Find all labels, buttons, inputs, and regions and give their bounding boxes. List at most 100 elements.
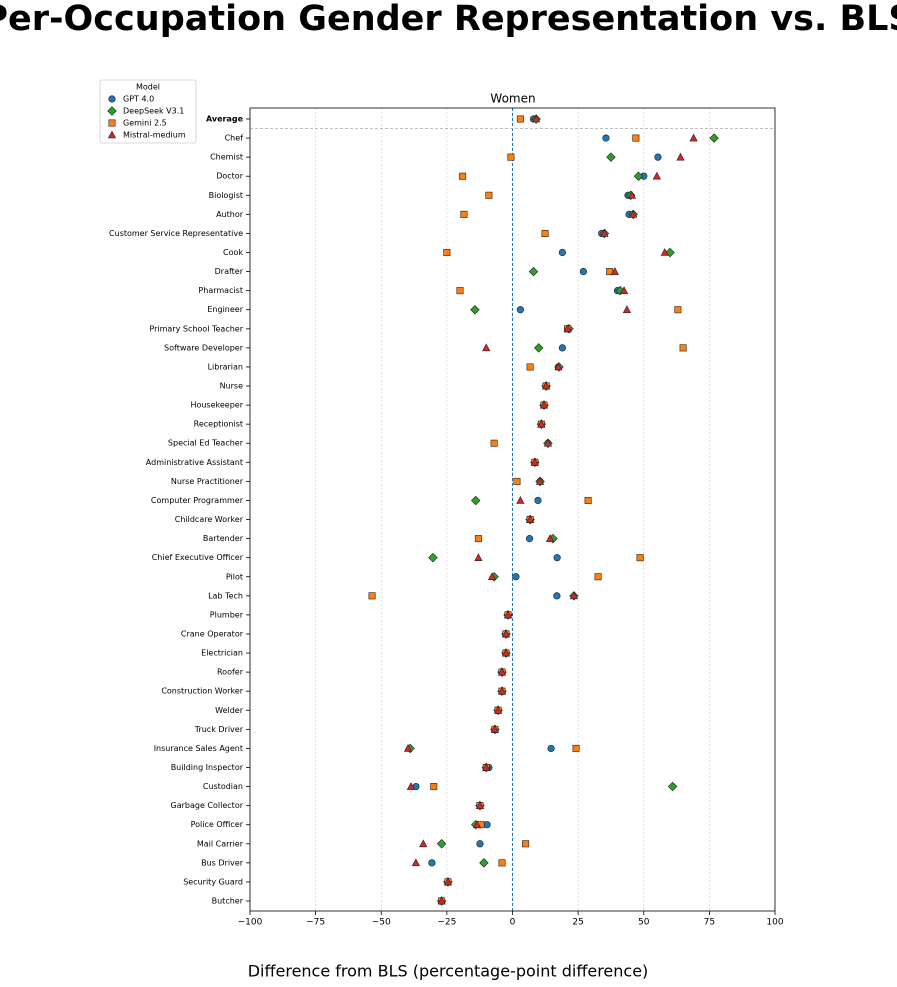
data-point [443,877,453,886]
data-point [475,801,485,809]
data-point [674,306,682,314]
data-point [679,344,687,352]
y-tick-label: Housekeeper [190,401,243,410]
data-point [476,840,484,848]
x-tick-label: 100 [766,918,783,928]
y-tick-label: Chef [225,134,244,143]
data-point [602,134,610,142]
y-tick-label: Bartender [203,534,244,543]
subplot-title: Women [490,92,535,106]
data-point [471,495,481,506]
data-point [542,381,551,390]
legend-label: DeepSeek V3.1 [123,107,184,116]
data-point [535,476,545,485]
data-point [610,267,619,275]
y-tick-label: Nurse Practitioner [171,477,244,486]
legend-marker [108,95,116,103]
y-tick-label: Security Guard [183,877,243,886]
data-point [594,573,602,581]
data-point [537,419,546,428]
data-point [501,629,511,638]
y-tick-label: Building Inspector [171,763,244,772]
data-point [428,859,436,867]
data-point [459,172,467,180]
y-tick-label: Administrative Assistant [146,458,243,467]
data-point [545,534,555,542]
y-tick-label: Average [206,115,244,124]
y-tick-label: Mail Carrier [197,839,244,848]
y-tick-label: Plumber [210,610,244,619]
y-tick-label: Computer Programmer [151,496,244,505]
y-tick-label: Electrician [201,649,243,658]
data-point [474,535,482,543]
y-tick-label: Special Ed Teacher [168,439,244,448]
y-tick-label: Lab Tech [208,591,243,600]
x-tick-label: −50 [372,918,391,928]
data-point [470,305,480,315]
y-tick-label: Primary School Teacher [149,324,243,333]
y-tick-label: Librarian [208,362,243,371]
data-point [619,286,629,294]
data-point [516,496,525,504]
legend-title: Model [136,83,160,92]
data-point [406,782,416,790]
data-point [606,152,616,162]
data-point [430,783,438,791]
data-point [516,115,524,123]
x-tick-label: 75 [704,918,715,928]
x-tick-label: −100 [238,918,263,928]
data-point [498,859,506,867]
data-point [516,306,524,314]
data-point [460,210,468,218]
y-tick-label: Biologist [209,191,243,200]
data-point [512,573,520,581]
data-point [558,248,566,257]
x-tick-label: −25 [437,918,456,928]
y-tick-label: Cook [223,248,243,257]
data-point [534,343,544,353]
data-point [554,362,563,371]
data-point [689,133,698,142]
data-point [403,743,413,752]
data-point [485,191,493,199]
y-tick-label: Custodian [203,782,243,791]
data-point [456,287,464,295]
data-point [627,190,637,199]
data-point [667,781,678,792]
data-point [553,592,561,600]
chart-title: Per-Occupation Gender Representation vs.… [0,0,897,39]
data-point [525,515,535,523]
legend-marker [108,119,116,127]
data-point [579,267,587,276]
data-point [652,171,661,180]
data-point [490,439,498,447]
data-point [660,248,669,256]
legend-label: GPT 4.0 [123,95,154,104]
y-tick-label: Pharmacist [198,286,243,295]
data-point [553,554,561,562]
x-tick-label: −75 [306,918,325,928]
data-point [482,763,491,771]
data-point [709,133,719,143]
data-point [600,228,609,237]
legend-box [99,79,197,144]
data-point [534,496,542,505]
data-point [654,153,662,161]
data-point [411,858,420,867]
data-point [419,839,428,848]
y-tick-label: Software Developer [164,343,244,352]
y-tick-label: Childcare Worker [175,515,244,524]
data-point [636,554,644,562]
data-point [563,324,572,333]
data-point [522,840,530,848]
y-tick-label: Police Officer [191,820,244,829]
data-point [490,724,500,733]
data-point [482,343,491,352]
plot-frame [249,107,776,912]
data-point [513,477,521,485]
data-point [528,266,539,277]
data-point [676,152,685,161]
y-tick-label: Customer Service Representative [109,229,243,238]
data-point [622,305,632,314]
data-point [487,572,497,581]
